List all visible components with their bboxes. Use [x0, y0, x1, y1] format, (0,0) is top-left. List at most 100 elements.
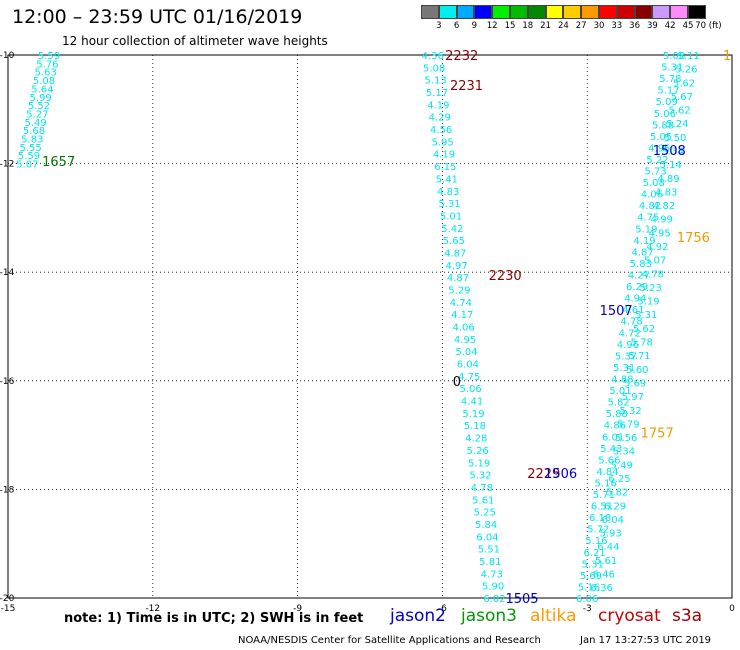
wave-height-label: 5.01: [440, 211, 462, 222]
wave-height-label: 5.16: [578, 582, 600, 593]
wave-height-label: 5.31: [438, 199, 460, 210]
wave-height-label: 5.93: [599, 529, 621, 540]
wave-height-label: 5.26: [675, 65, 697, 76]
wave-height-label: 6.44: [597, 542, 619, 553]
wave-height-label: 4.83: [655, 187, 677, 198]
color-swatch: [563, 5, 582, 19]
y-tick-label: -18: [0, 485, 15, 495]
wave-height-label: 5.17: [426, 88, 448, 99]
wave-height-label: 5.88: [652, 120, 674, 131]
wave-height-label: 6.25: [608, 474, 630, 485]
wave-height-label: 5.01: [609, 386, 631, 397]
wave-height-label: 5.50: [664, 133, 686, 144]
color-scale-label: 27: [575, 21, 587, 31]
wave-height-label: 5.81: [479, 557, 501, 568]
color-scale-label: 42: [664, 21, 676, 31]
wave-height-label: 5.23: [640, 283, 662, 294]
wave-height-label: 5.67: [671, 92, 693, 103]
wave-height-label: 5.25: [474, 508, 496, 519]
color-scale-label: 21: [540, 21, 552, 31]
wave-height-label: 5.84: [475, 520, 497, 531]
wave-height-label: 5.22: [646, 155, 668, 166]
footer-note: note: 1) Time is in UTC; 2) SWH is in fe…: [64, 611, 364, 626]
chart-title: 12:00 – 23:59 UTC 01/16/2019: [12, 6, 303, 28]
wave-height-label: 5.95: [431, 137, 453, 148]
wave-height-label: 6.15: [434, 162, 456, 173]
color-scale-label: 6: [453, 21, 460, 31]
wave-height-label: 4.86: [604, 421, 626, 432]
wave-height-label: 5.09: [656, 97, 678, 108]
x-tick-label: 0: [729, 604, 735, 614]
wave-height-label: 4.88: [611, 374, 633, 385]
wave-height-label: 5.31: [613, 363, 635, 374]
wave-height-label: 4.87: [632, 247, 654, 258]
x-tick-label: -12: [145, 604, 160, 614]
color-swatch: [652, 5, 671, 19]
color-swatch: [438, 5, 457, 19]
wave-height-label: 5.32: [469, 471, 491, 482]
wave-height-label: 4.94: [624, 294, 646, 305]
wave-height-label: 5.06: [654, 109, 676, 120]
wave-height-label: 6.04: [457, 360, 479, 371]
color-swatch: [527, 5, 546, 19]
pass-time-label: 1505: [505, 592, 538, 607]
wave-height-label: 5.34: [662, 147, 684, 158]
color-scale-label: 18: [522, 21, 534, 31]
wave-height-label: 6.06: [576, 594, 598, 605]
x-tick-label: -15: [1, 604, 16, 614]
wave-height-label: 4.82: [639, 201, 661, 212]
legend-cryosat: cryosat: [598, 606, 661, 626]
x-tick-label: -3: [583, 604, 592, 614]
wave-height-label: 4.06: [453, 323, 475, 334]
wave-height-label: 5.49: [25, 118, 47, 129]
wave-height-label: 5.55: [20, 143, 42, 154]
y-tick-label: -20: [0, 594, 15, 604]
wave-height-label: 6.04: [602, 515, 624, 526]
wave-height-label: 4.75: [458, 372, 480, 383]
pass-time-label: 1657: [42, 155, 75, 170]
wave-height-label: 6.51: [591, 502, 613, 513]
pass-time-label: 2231: [450, 79, 483, 94]
wave-height-label: 5.16: [585, 536, 607, 547]
pass-time-label: 1508: [653, 144, 686, 159]
wave-height-label: 5.56: [615, 433, 637, 444]
wave-height-label: 5.78: [659, 74, 681, 85]
pass-time-label: 1506: [544, 467, 577, 482]
wave-height-label: 4.78: [642, 269, 664, 280]
wave-height-label: 4.78: [620, 317, 642, 328]
color-swatch: [492, 5, 510, 19]
plot-frame: [7, 54, 733, 599]
wave-height-label: 5.78: [631, 338, 653, 349]
wave-height-label: 5.97: [622, 392, 644, 403]
wave-height-label: 5.82: [607, 398, 629, 409]
wave-height-label: 5.29: [448, 285, 470, 296]
color-scale-label: 15: [504, 21, 516, 31]
wave-height-label: 5.42: [441, 224, 463, 235]
wave-height-label: 5.61: [472, 495, 494, 506]
wave-height-label: 5.69: [580, 571, 602, 582]
wave-height-label: 5.51: [478, 545, 500, 556]
wave-height-label: 5.65: [443, 236, 465, 247]
wave-height-label: 4.82: [653, 201, 675, 212]
wave-height-label: 5.19: [635, 224, 657, 235]
wave-height-label: 5.31: [635, 310, 657, 321]
wave-height-label: 4.61: [622, 305, 644, 316]
wave-height-label: 5.17: [657, 86, 679, 97]
y-tick-label: -12: [0, 160, 14, 170]
wave-height-label: 4.72: [619, 328, 641, 339]
color-scale-label: 3: [436, 21, 442, 31]
wave-height-label: 4.19: [427, 100, 449, 111]
wave-height-label: 5.62: [669, 106, 691, 117]
pass-time-label: 1756: [677, 231, 710, 246]
wave-height-label: 6.18: [589, 513, 611, 524]
color-scale-label: 33: [611, 21, 623, 31]
color-swatch: [474, 5, 493, 19]
color-swatch: [687, 5, 706, 19]
wave-height-label: 4.92: [646, 242, 668, 253]
wave-height-label: 4.28: [465, 434, 487, 445]
pass-time-label: 2230: [489, 269, 522, 284]
wave-height-label: 5.18: [464, 421, 486, 432]
wave-height-label: 5.90: [482, 582, 504, 593]
wave-height-label: 5.05: [650, 132, 672, 143]
